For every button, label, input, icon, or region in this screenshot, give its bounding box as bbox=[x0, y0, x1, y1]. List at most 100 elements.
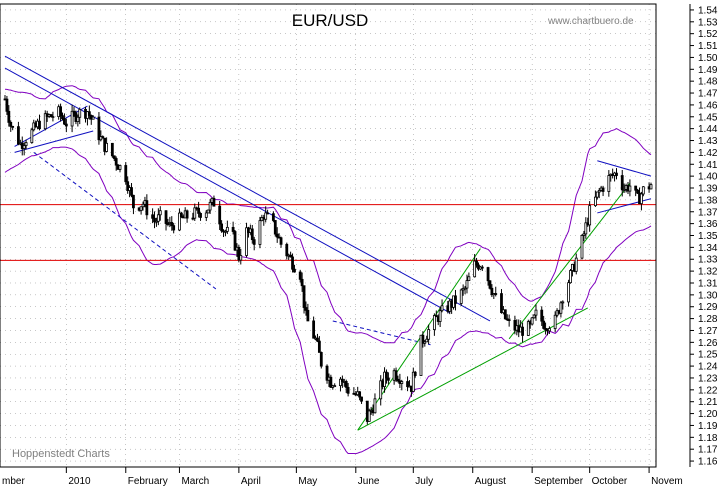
price-tick-label: 1.46 bbox=[698, 100, 718, 111]
candle-body bbox=[312, 320, 316, 339]
candle-body bbox=[584, 222, 588, 235]
price-tick-label: 1.18 bbox=[698, 433, 718, 444]
candle-body bbox=[141, 203, 145, 208]
price-tick-label: 1.40 bbox=[698, 172, 718, 183]
candle-body bbox=[166, 223, 170, 225]
candle-body bbox=[156, 214, 160, 222]
candle-body bbox=[212, 197, 216, 207]
candle-body bbox=[490, 287, 494, 296]
candle-body bbox=[319, 352, 323, 367]
candle-body bbox=[293, 268, 296, 273]
month-label: 2010 bbox=[68, 476, 91, 487]
candle-body bbox=[340, 378, 344, 382]
candle-body bbox=[615, 172, 618, 176]
candle-body bbox=[394, 370, 398, 380]
candle-body bbox=[553, 314, 557, 329]
candle-body bbox=[423, 341, 427, 344]
candle-body bbox=[170, 222, 174, 227]
price-tick-label: 1.47 bbox=[698, 89, 718, 100]
candle-body bbox=[239, 255, 243, 261]
candle-body bbox=[264, 212, 268, 220]
candle-body bbox=[237, 246, 241, 261]
candle-body bbox=[465, 280, 469, 289]
candle-body bbox=[544, 328, 547, 331]
candle-body bbox=[569, 270, 572, 284]
candle-body bbox=[400, 381, 404, 384]
candle-body bbox=[438, 310, 442, 322]
price-tick-label: 1.50 bbox=[698, 53, 718, 64]
candle-body bbox=[432, 315, 436, 330]
price-tick-label: 1.51 bbox=[698, 41, 718, 52]
horizontal-lines bbox=[0, 204, 656, 261]
candle-body bbox=[220, 223, 224, 232]
price-tick-label: 1.21 bbox=[698, 397, 718, 408]
price-axis: 1.161.171.181.191.201.211.221.231.241.25… bbox=[690, 5, 718, 468]
candle-body bbox=[197, 207, 201, 214]
candle-body bbox=[386, 377, 390, 381]
candle-body bbox=[649, 184, 653, 190]
candle-body bbox=[22, 145, 26, 149]
candle-body bbox=[339, 378, 342, 387]
candle-body bbox=[273, 220, 277, 235]
candle-body bbox=[101, 136, 105, 139]
candle-body bbox=[620, 175, 624, 191]
candle-body bbox=[463, 287, 467, 290]
candle-body bbox=[595, 191, 599, 198]
candle-body bbox=[344, 381, 348, 388]
candle-body bbox=[38, 120, 41, 130]
trend-line bbox=[4, 55, 491, 322]
candle-body bbox=[641, 186, 645, 195]
candle-body bbox=[540, 309, 544, 322]
month-label: October bbox=[592, 476, 628, 487]
candle-body bbox=[628, 185, 632, 192]
candle-body bbox=[385, 371, 388, 379]
price-tick-label: 1.27 bbox=[698, 326, 718, 337]
price-tick-label: 1.25 bbox=[698, 350, 718, 361]
candle-body bbox=[421, 334, 425, 344]
candle-body bbox=[507, 319, 511, 322]
candle-body bbox=[63, 118, 66, 125]
candle-body bbox=[601, 187, 605, 192]
candle-body bbox=[59, 106, 62, 117]
month-label: February bbox=[128, 476, 168, 487]
candle-body bbox=[406, 381, 409, 388]
trend-line bbox=[33, 151, 217, 290]
candle-body bbox=[271, 213, 275, 221]
candle-body bbox=[419, 334, 423, 376]
candle-body bbox=[467, 276, 471, 282]
candle-body bbox=[206, 209, 210, 214]
price-tick-label: 1.31 bbox=[698, 278, 718, 289]
candle-body bbox=[126, 181, 130, 191]
candle-body bbox=[218, 205, 222, 225]
candle-body bbox=[5, 98, 9, 112]
candle-body bbox=[494, 293, 498, 295]
candle-body bbox=[486, 267, 490, 282]
candle-body bbox=[542, 320, 546, 329]
candle-body bbox=[199, 213, 202, 218]
candle-body bbox=[513, 320, 517, 331]
candle-body bbox=[112, 155, 116, 159]
candle-body bbox=[151, 214, 155, 219]
candle-body bbox=[155, 220, 158, 223]
candle-body bbox=[250, 228, 254, 241]
trend-lines bbox=[4, 55, 652, 431]
candle-body bbox=[346, 386, 350, 394]
candle-body bbox=[383, 371, 386, 387]
price-tick-label: 1.52 bbox=[698, 29, 718, 40]
candle-body bbox=[252, 239, 256, 245]
candle-body bbox=[130, 187, 133, 196]
candle-body bbox=[64, 123, 68, 127]
candle-body bbox=[158, 210, 162, 216]
candle-body bbox=[185, 210, 189, 219]
price-tick-label: 1.42 bbox=[698, 148, 718, 159]
candle-body bbox=[304, 307, 308, 311]
candle-body bbox=[588, 205, 592, 226]
candle-body bbox=[532, 314, 536, 319]
candle-body bbox=[521, 326, 524, 336]
price-tick-label: 1.33 bbox=[698, 255, 718, 266]
candle-body bbox=[475, 260, 478, 266]
candle-body bbox=[480, 266, 484, 269]
candle-body bbox=[172, 225, 176, 231]
candle-body bbox=[607, 175, 611, 192]
price-tick-label: 1.39 bbox=[698, 184, 718, 195]
